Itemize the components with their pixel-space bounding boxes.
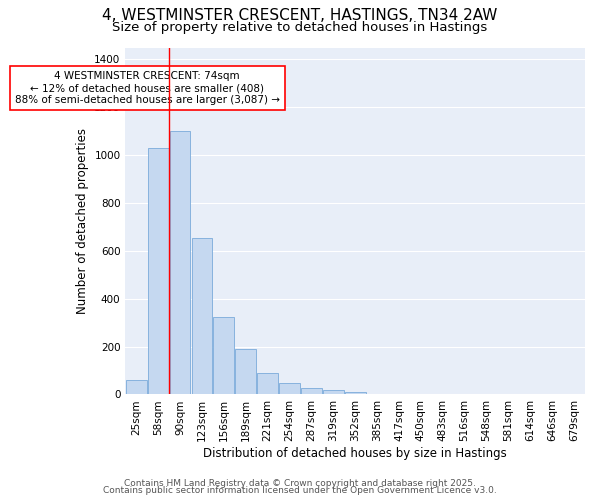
Text: Contains public sector information licensed under the Open Government Licence v3: Contains public sector information licen…: [103, 486, 497, 495]
Text: 4, WESTMINSTER CRESCENT, HASTINGS, TN34 2AW: 4, WESTMINSTER CRESCENT, HASTINGS, TN34 …: [103, 8, 497, 22]
Bar: [279, 383, 300, 394]
Bar: [214, 316, 234, 394]
Bar: [191, 238, 212, 394]
Bar: [235, 349, 256, 395]
Text: Size of property relative to detached houses in Hastings: Size of property relative to detached ho…: [112, 21, 488, 34]
Bar: [148, 148, 169, 394]
Bar: [301, 388, 322, 394]
Text: Contains HM Land Registry data © Crown copyright and database right 2025.: Contains HM Land Registry data © Crown c…: [124, 478, 476, 488]
Bar: [257, 373, 278, 394]
Bar: [126, 380, 146, 394]
X-axis label: Distribution of detached houses by size in Hastings: Distribution of detached houses by size …: [203, 447, 507, 460]
Bar: [345, 392, 365, 394]
Bar: [323, 390, 344, 394]
Bar: [170, 131, 190, 394]
Y-axis label: Number of detached properties: Number of detached properties: [76, 128, 89, 314]
Text: 4 WESTMINSTER CRESCENT: 74sqm
← 12% of detached houses are smaller (408)
88% of : 4 WESTMINSTER CRESCENT: 74sqm ← 12% of d…: [15, 72, 280, 104]
